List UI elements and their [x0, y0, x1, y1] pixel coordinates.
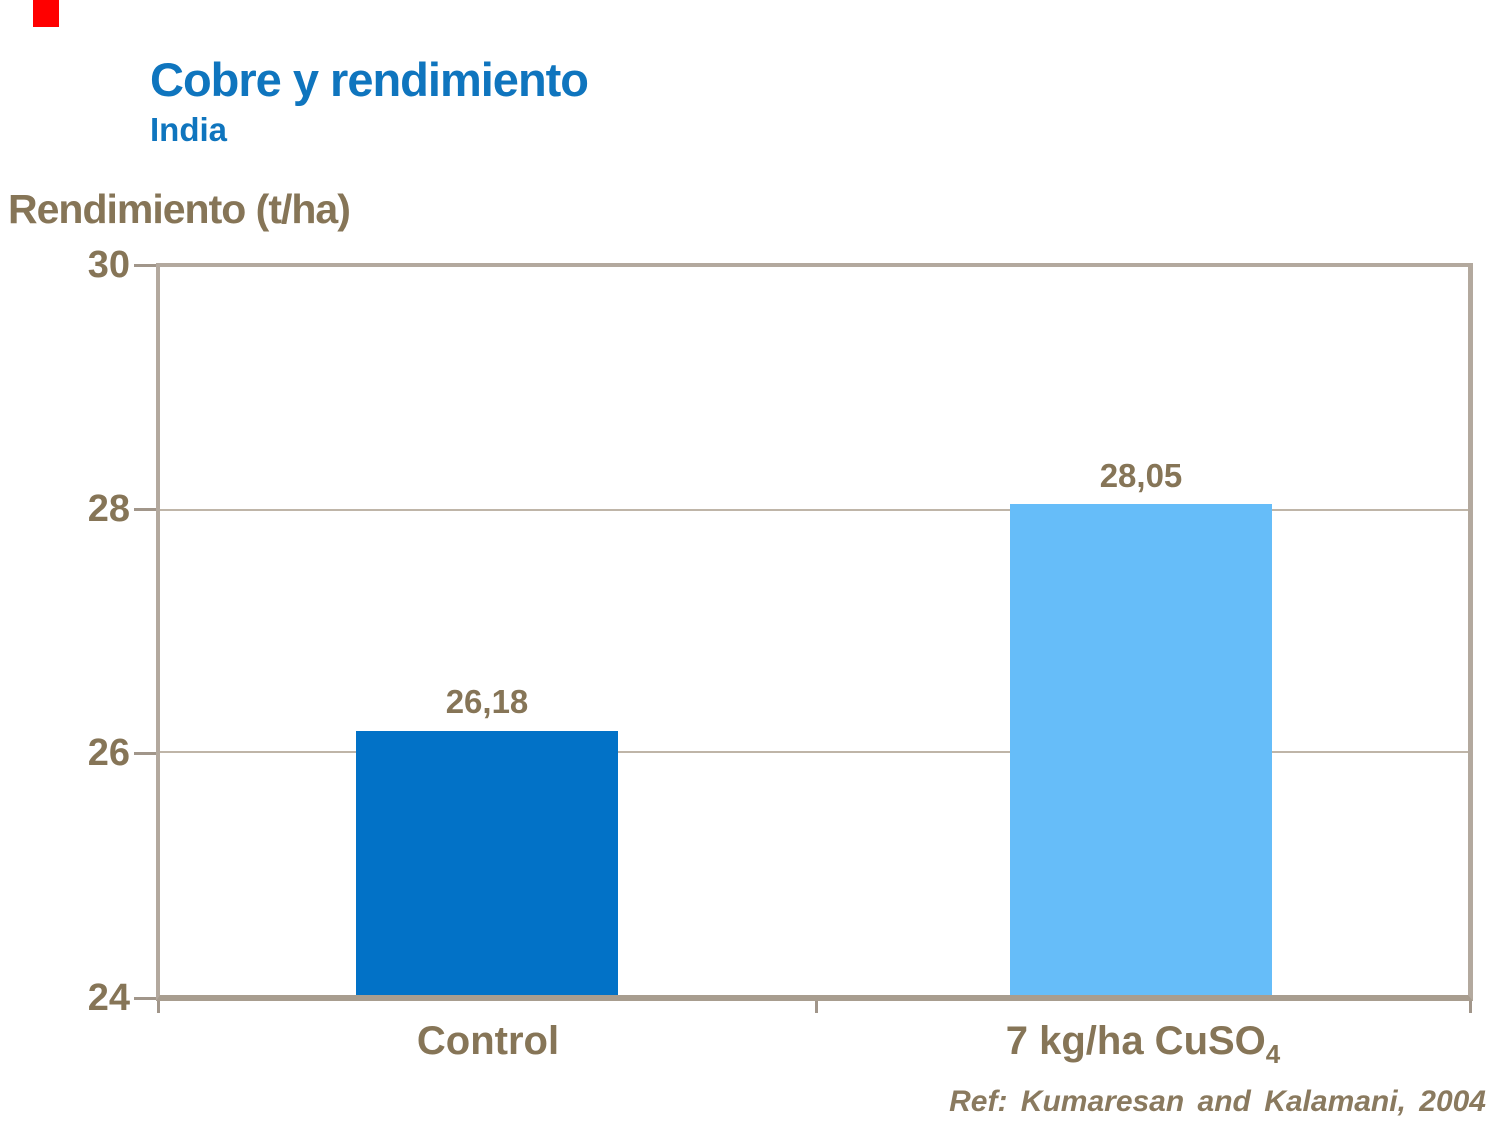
- x-label-cuso4-sub: 4: [1265, 1039, 1281, 1069]
- x-label-cuso4: 7 kg/ha CuSO4: [843, 1016, 1443, 1069]
- red-accent-mark: [33, 0, 59, 27]
- gridline-26: [160, 751, 1468, 754]
- x-label-control: Control: [188, 1016, 788, 1066]
- bar-cuso4: [1010, 503, 1272, 995]
- y-tick-label-30: 30: [87, 244, 130, 286]
- reference-citation: Ref: Kumaresan and Kalamani, 2004: [949, 1085, 1486, 1118]
- y-tick-mark: [134, 752, 156, 756]
- bar-control: [356, 730, 618, 995]
- plot-area: [156, 263, 1473, 1001]
- y-tick-label-26: 26: [87, 732, 130, 775]
- x-tick-mark: [1469, 1001, 1472, 1013]
- gridline-28: [160, 508, 1468, 511]
- x-tick-mark: [157, 1001, 160, 1013]
- y-tick-mark: [134, 996, 156, 1000]
- chart-subtitle: India: [150, 111, 228, 148]
- x-label-control-text: Control: [416, 1019, 560, 1063]
- bar-value-label: 26,18: [445, 683, 529, 721]
- title-block: Cobre y rendimiento India: [150, 53, 589, 148]
- y-tick-mark: [134, 264, 156, 267]
- y-tick-label-28: 28: [87, 488, 130, 531]
- y-tick-mark: [134, 508, 156, 512]
- x-tick-mark: [815, 1001, 818, 1013]
- y-tick-label-24: 24: [87, 976, 130, 1019]
- x-label-cuso4-text: 7 kg/ha CuSO: [1005, 1019, 1266, 1063]
- bar-value-label: 28,05: [1099, 456, 1183, 494]
- y-axis-title: Rendimiento (t/ha): [8, 186, 351, 232]
- chart-title: Cobre y rendimiento: [150, 53, 589, 106]
